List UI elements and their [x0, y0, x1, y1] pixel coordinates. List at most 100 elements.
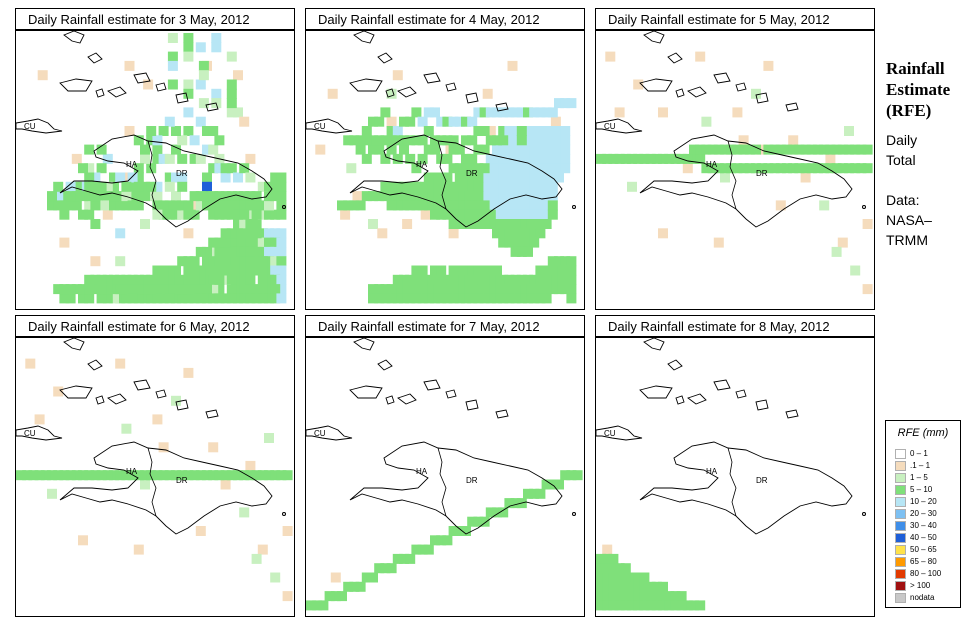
rainfall-cell [751, 144, 761, 155]
rainfall-cell [386, 88, 397, 99]
rainfall-cell [171, 172, 181, 183]
rainfall-cell [399, 135, 409, 146]
rainfall-cell [596, 591, 606, 602]
rainfall-cells [16, 358, 293, 602]
rainfall-cell [467, 116, 478, 127]
coastline [349, 385, 383, 399]
rainfall-cell [620, 572, 631, 583]
rainfall-cell [53, 200, 64, 211]
rainfall-cell [498, 228, 509, 239]
rainfall-cell [602, 544, 613, 555]
coastline [205, 409, 219, 419]
rainfall-cell [417, 200, 428, 211]
rainfall-cell [467, 191, 478, 202]
rainfall-cell [171, 126, 181, 136]
rainfall-cell [554, 256, 564, 267]
rainfall-cell [498, 144, 509, 155]
coastline [465, 399, 479, 411]
rainfall-cell [498, 200, 509, 211]
rainfall-cell [504, 228, 515, 239]
rainfall-cell [226, 256, 237, 267]
rainfall-cell [473, 516, 484, 527]
rainfall-cell [90, 284, 101, 295]
rainfall-cell [726, 144, 737, 155]
rainfall-cell [202, 265, 212, 276]
rainfall-cell [535, 200, 546, 211]
rainfall-cell [535, 144, 546, 155]
rainfall-cell [535, 265, 546, 276]
rainfall-cell [529, 209, 540, 220]
rainfall-cell [198, 98, 209, 109]
coastline [397, 86, 417, 98]
rainfall-cell [245, 153, 256, 164]
rainfall-cell [454, 209, 465, 220]
rainfall-cell [177, 200, 188, 211]
rainfall-cell [171, 265, 181, 276]
rainfall-cell [467, 284, 478, 295]
rainfall-cell [423, 200, 434, 211]
rainfall-cell [318, 600, 329, 611]
rainfall-cell [239, 293, 250, 304]
rainfall-cell [420, 209, 431, 220]
rainfall-cell [220, 237, 231, 248]
rainfall-cell [28, 470, 39, 481]
rainfall-cell [417, 135, 428, 146]
rainfall-cell [856, 144, 867, 155]
rainfall-cell [461, 191, 471, 202]
coastline [785, 102, 799, 112]
rainfall-cell [461, 526, 471, 536]
rainfall-cell [417, 293, 428, 304]
rainfall-cell [102, 284, 113, 295]
rainfall-cell [701, 116, 712, 127]
rainfall-cell [423, 181, 434, 192]
rainfall-cell [485, 219, 496, 229]
legend-item: 0 – 1 [895, 449, 959, 459]
legend-label: 65 – 80 [910, 557, 937, 566]
coastlines [306, 31, 576, 228]
rainfall-cell [602, 153, 613, 164]
rainfall-cell [115, 293, 126, 304]
rainfall-cell [146, 284, 157, 295]
rainfall-cell [22, 470, 33, 481]
rainfall-cell [560, 470, 571, 481]
rainfall-cell [226, 98, 237, 109]
coastlines [16, 338, 286, 535]
rainfall-cell [198, 60, 209, 71]
rainfall-cell [516, 237, 527, 248]
rainfall-cell [602, 600, 613, 611]
rainfall-cell [442, 181, 453, 192]
rainfall-cell [211, 88, 222, 99]
rainfall-cell [405, 284, 416, 295]
coastline [87, 359, 103, 371]
rainfall-cell [96, 274, 107, 285]
rainfall-cell [239, 256, 250, 267]
rainfall-cell [276, 246, 287, 257]
rainfall-cell [658, 107, 668, 118]
rainfall-cell [164, 116, 175, 127]
rainfall-cell [554, 144, 564, 155]
rainfall-cell [361, 572, 372, 583]
place-label-cuba: CU [24, 429, 36, 438]
coastline [445, 82, 457, 92]
rainfall-cell [140, 293, 150, 304]
rainfall-cell [473, 181, 484, 192]
rainfall-cell [220, 191, 231, 202]
rainfall-cell [368, 144, 378, 155]
rainfall-cell [127, 172, 138, 183]
rainfall-cell [529, 163, 540, 174]
rainfall-cell [535, 172, 546, 183]
rainfall-cell [529, 107, 540, 118]
rainfall-cell [177, 256, 188, 267]
rainfall-cell [547, 265, 558, 276]
rainfall-cell [492, 228, 502, 239]
legend-label: 80 – 100 [910, 569, 942, 578]
rainfall-cell [152, 209, 163, 220]
rainfall-cell [405, 553, 416, 564]
rainfall-cell [608, 600, 619, 611]
legend-label: .1 – 1 [910, 461, 931, 470]
rainfall-cell [837, 237, 848, 248]
rainfall-cell [208, 209, 219, 220]
rainfall-cell [195, 265, 206, 276]
rainfall-cell [140, 153, 150, 164]
rainfall-cell [554, 126, 564, 136]
